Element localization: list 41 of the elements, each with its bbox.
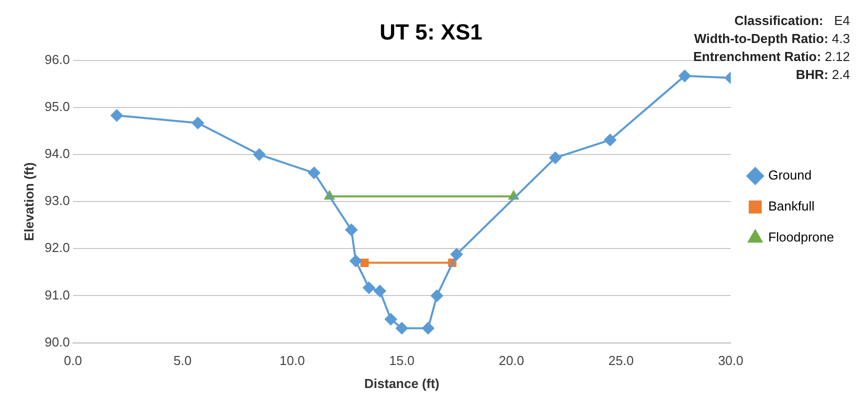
point	[360, 258, 369, 267]
x-tick-label: 10.0	[280, 353, 305, 368]
point	[362, 282, 375, 294]
point	[253, 148, 266, 161]
legend-label: Ground	[768, 168, 812, 183]
text: Classification: E4	[734, 13, 850, 28]
point	[192, 117, 204, 129]
y-tick-label: 93.0	[44, 193, 70, 208]
text: Width-to-Depth Ratio: 4.3	[694, 31, 850, 46]
point	[384, 313, 397, 326]
point	[549, 152, 562, 164]
y-tick-label: 95.0	[44, 99, 70, 114]
y-tick-label: 96.0	[44, 52, 70, 67]
point	[350, 254, 362, 267]
x-tick-label: 5.0	[174, 353, 192, 368]
legend-label: Floodprone	[768, 230, 834, 245]
point	[430, 290, 443, 302]
x-tick-label: 20.0	[498, 353, 524, 368]
point	[678, 70, 691, 82]
x-tick-label: 0.0	[64, 353, 82, 368]
point	[422, 322, 434, 334]
y-axis-title: Elevation (ft)	[21, 162, 36, 241]
y-tick-label: 94.0	[44, 146, 70, 162]
x-tick-label: 30.0	[718, 353, 744, 368]
point	[374, 285, 386, 298]
y-tick-label: 92.0	[44, 240, 70, 256]
x-axis-title: Distance (ft)	[364, 376, 440, 391]
point	[345, 224, 358, 236]
y-tick-label: 91.0	[44, 287, 70, 302]
point	[110, 109, 123, 122]
point	[308, 166, 320, 179]
text: BHR: 2.4	[796, 67, 850, 82]
y-tick-label: 90.0	[44, 334, 70, 350]
point	[604, 134, 616, 146]
point	[396, 322, 408, 334]
x-tick-label: 15.0	[389, 353, 414, 368]
point	[450, 248, 463, 260]
chart-title: UT 5: XS1	[380, 19, 482, 44]
x-tick-label: 25.0	[608, 353, 634, 368]
legend-label: Bankfull	[768, 198, 815, 214]
annotation: Entrenchment Ratio: 2.12	[693, 49, 850, 64]
